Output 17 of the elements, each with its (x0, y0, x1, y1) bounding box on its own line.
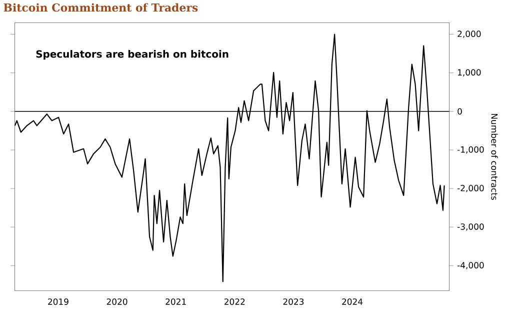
x-tick-label: 2022 (224, 298, 245, 305)
y-tick-label: 1,000 (458, 69, 481, 76)
y-axis-title: Number of contracts (491, 114, 498, 200)
annotation: Speculators are bearish on bitcoin (36, 50, 228, 60)
y-tick-label: -2,000 (457, 184, 484, 192)
x-tick-label: 2019 (48, 298, 68, 305)
chart-title: Bitcoin Commitment of Traders (4, 3, 198, 12)
x-tick-label: 2023 (283, 298, 304, 305)
line-series (14, 34, 445, 282)
y-tick-label: 0 (458, 108, 462, 115)
x-tick-label: 2024 (342, 298, 363, 305)
x-tick-label: 2020 (106, 298, 128, 305)
y-tick-label: -3,000 (457, 223, 484, 231)
y-tick-label: -1,000 (457, 146, 484, 154)
y-tick-label: 2,000 (458, 30, 481, 38)
x-tick-label: 2021 (166, 298, 186, 305)
y-tick-label: -4,000 (457, 262, 484, 270)
